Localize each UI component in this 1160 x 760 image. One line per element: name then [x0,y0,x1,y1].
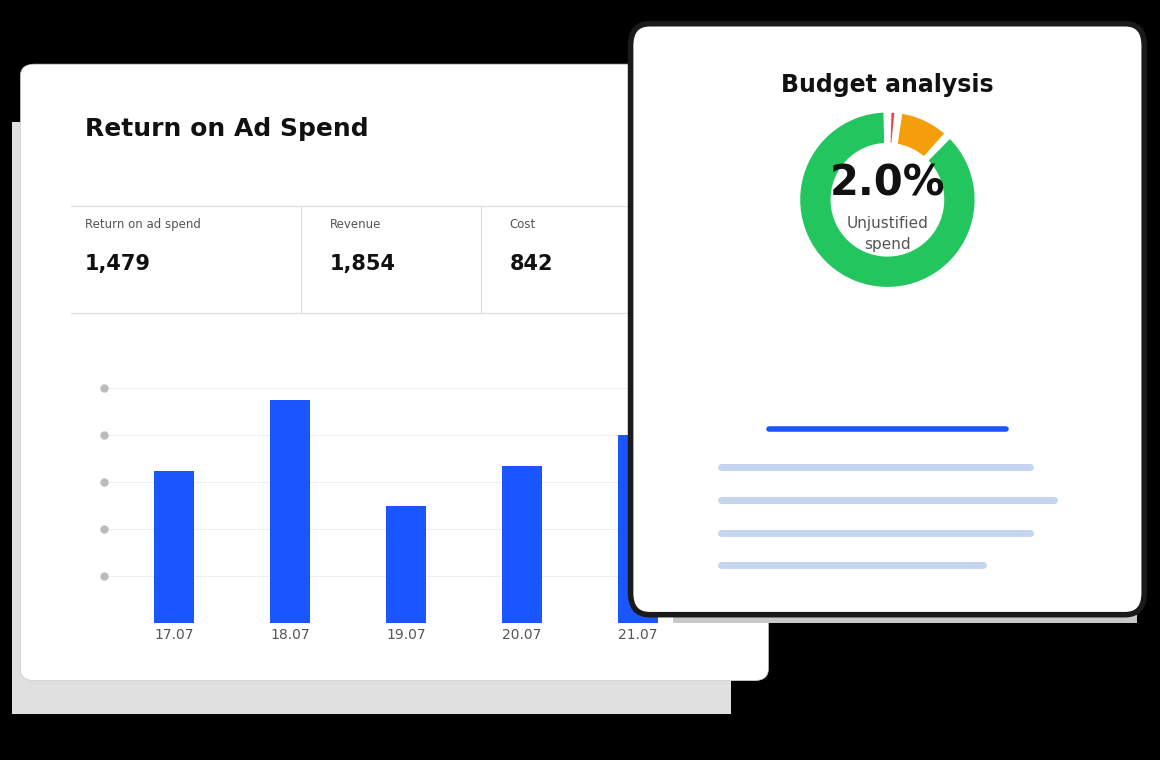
Text: Cost: Cost [509,218,536,231]
Text: 842: 842 [509,254,553,274]
Wedge shape [896,112,947,159]
Bar [270,400,311,623]
FancyBboxPatch shape [631,24,1144,615]
Wedge shape [889,111,897,145]
Bar [502,466,543,623]
Wedge shape [798,111,977,289]
Text: Unjustified
spend: Unjustified spend [847,216,928,252]
FancyBboxPatch shape [21,64,768,681]
Text: Return on ad spend: Return on ad spend [85,218,201,231]
Text: 2.0%: 2.0% [829,163,945,204]
Text: Return on Ad Spend: Return on Ad Spend [85,118,369,141]
Bar [153,470,195,623]
Text: 1,854: 1,854 [329,254,396,274]
Text: 1,479: 1,479 [85,254,151,274]
Text: Budget analysis: Budget analysis [781,73,994,97]
Text: Revenue: Revenue [329,218,380,231]
Bar [618,435,659,623]
Bar [385,505,427,623]
